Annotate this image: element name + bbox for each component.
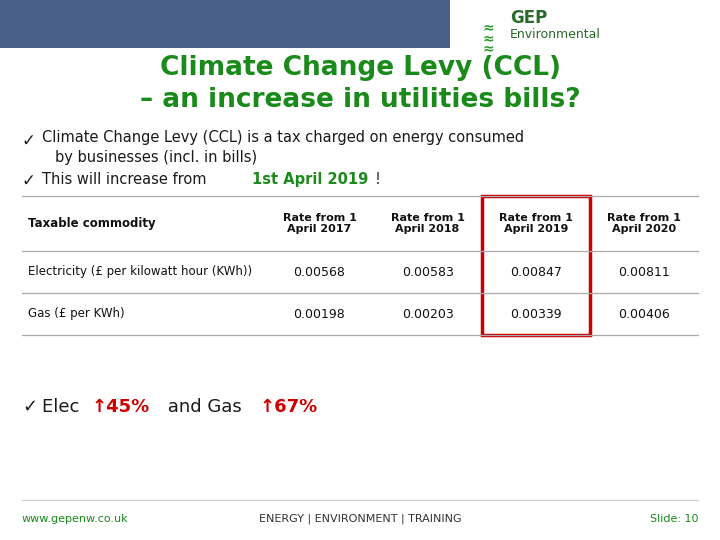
Text: ↑45%: ↑45%: [92, 398, 150, 416]
Text: and Gas: and Gas: [162, 398, 248, 416]
Text: 0.00203: 0.00203: [402, 307, 454, 321]
Text: Environmental: Environmental: [510, 29, 601, 42]
Text: 0.00339: 0.00339: [510, 307, 562, 321]
Text: ≈
≈
≈: ≈ ≈ ≈: [482, 21, 494, 56]
Text: 0.00568: 0.00568: [294, 266, 346, 279]
Text: !: !: [375, 172, 381, 187]
Text: Electricity (£ per kilowatt hour (KWh)): Electricity (£ per kilowatt hour (KWh)): [28, 266, 252, 279]
Text: – an increase in utilities bills?: – an increase in utilities bills?: [140, 87, 580, 113]
Text: by businesses (incl. in bills): by businesses (incl. in bills): [55, 150, 257, 165]
Text: Rate from 1
April 2020: Rate from 1 April 2020: [607, 213, 681, 234]
Text: ↑67%: ↑67%: [260, 398, 318, 416]
Bar: [482, 196, 590, 335]
Text: Rate from 1
April 2018: Rate from 1 April 2018: [391, 213, 464, 234]
Text: ✓: ✓: [22, 132, 36, 150]
Text: Climate Change Levy (CCL): Climate Change Levy (CCL): [160, 55, 560, 81]
Text: GEP: GEP: [510, 9, 547, 27]
Text: ✓: ✓: [22, 398, 37, 416]
Text: Gas (£ per KWh): Gas (£ per KWh): [28, 307, 125, 321]
Text: ✓: ✓: [22, 172, 36, 190]
Text: 0.00583: 0.00583: [402, 266, 454, 279]
Bar: [0, 0, 450, 48]
Text: 0.00406: 0.00406: [618, 307, 670, 321]
Text: 0.00847: 0.00847: [510, 266, 562, 279]
Text: Climate Change Levy (CCL) is a tax charged on energy consumed: Climate Change Levy (CCL) is a tax charg…: [42, 130, 524, 145]
Text: 1st April 2019: 1st April 2019: [252, 172, 368, 187]
Text: Slide: 10: Slide: 10: [649, 514, 698, 524]
Text: 0.00811: 0.00811: [618, 266, 670, 279]
Text: Taxable commodity: Taxable commodity: [28, 217, 156, 230]
Text: 0.00198: 0.00198: [294, 307, 346, 321]
Text: www.gepenw.co.uk: www.gepenw.co.uk: [22, 514, 129, 524]
Text: Rate from 1
April 2019: Rate from 1 April 2019: [499, 213, 572, 234]
Text: Rate from 1
April 2017: Rate from 1 April 2017: [282, 213, 356, 234]
Text: Elec: Elec: [42, 398, 85, 416]
Text: This will increase from: This will increase from: [42, 172, 211, 187]
Text: ENERGY | ENVIRONMENT | TRAINING: ENERGY | ENVIRONMENT | TRAINING: [258, 514, 462, 524]
